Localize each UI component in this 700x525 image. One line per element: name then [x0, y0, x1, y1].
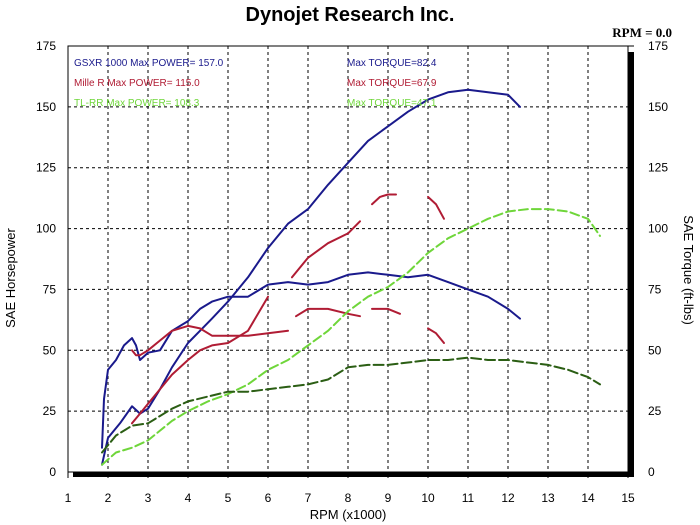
series-mille-power-2: [291, 220, 361, 279]
x-tick-label: 6: [265, 491, 272, 505]
y-tick-label: 50: [43, 343, 57, 357]
y2-axis-title: SAE Torque (ft-lbs): [681, 215, 696, 325]
x-tick-label: 12: [501, 491, 515, 505]
chart-title: Dynojet Research Inc.: [246, 4, 455, 26]
x-tick-label: 10: [421, 491, 435, 505]
series-mille-power: [131, 295, 269, 425]
legend-torque-gsxr: Max TORQUE=82.4: [347, 58, 437, 69]
x-tick-label: 8: [345, 491, 352, 505]
grid: [68, 46, 628, 472]
x-tick-label: 3: [145, 491, 152, 505]
frame-shadow-right: [628, 52, 634, 476]
series-tl-power: [101, 208, 601, 466]
y2-tick-label: 50: [648, 343, 662, 357]
y-axis-title: SAE Horsepower: [3, 227, 18, 327]
series-gsxr-torque: [101, 271, 521, 449]
frame-shadow-bottom: [73, 472, 634, 477]
y2-tick-label: 25: [648, 404, 662, 418]
y-tick-label: 125: [36, 161, 56, 175]
legend-power-tl: TL-RR Max POWER= 108.3: [74, 98, 200, 109]
legend-torque-tl: Max TORQUE=47.1: [347, 98, 437, 109]
y-tick-label: 150: [36, 100, 56, 114]
y-tick-label: 75: [43, 282, 57, 296]
series-mille-torque-4: [427, 327, 445, 344]
series-mille-torque: [131, 324, 289, 357]
x-tick-label: 4: [185, 491, 192, 505]
series-mille-power-3: [371, 193, 397, 206]
y-tick-label: 0: [49, 465, 56, 479]
series-tl-torque: [101, 356, 601, 454]
x-tick-label: 14: [581, 491, 595, 505]
y2-tick-label: 0: [648, 465, 655, 479]
legend: GSXR 1000 Max POWER= 157.0 Max TORQUE=82.…: [74, 58, 437, 109]
y2-tick-label: 75: [648, 282, 662, 296]
series-gsxr-power: [101, 88, 521, 466]
x-tick-label: 5: [225, 491, 232, 505]
series-mille-torque-3: [371, 307, 401, 315]
x-tick-label: 13: [541, 491, 555, 505]
x-tick-label: 2: [105, 491, 112, 505]
y-tick-label: 25: [43, 404, 57, 418]
legend-power-mille: Mille R Max POWER= 115.0: [74, 78, 200, 89]
x-tick-label: 15: [621, 491, 635, 505]
y2-tick-label: 150: [648, 100, 668, 114]
y2-tick-label: 100: [648, 222, 668, 236]
tick-labels: 1 2 3 4 5 6 7 8 9 10 11 12 13 14 150255075100125150175…: [36, 39, 668, 505]
legend-power-gsxr: GSXR 1000 Max POWER= 157.0: [74, 58, 224, 69]
rpm-readout: RPM = 0.0: [612, 25, 672, 40]
series-mille-torque-2: [295, 307, 361, 318]
y-tick-label: 100: [36, 222, 56, 236]
x-axis-title: RPM (x1000): [310, 507, 387, 522]
y2-tick-label: 175: [648, 39, 668, 53]
series-mille-power-4: [427, 195, 445, 220]
y2-tick-label: 125: [648, 161, 668, 175]
x-tick-label: 11: [462, 491, 475, 505]
x-tick-label: 9: [385, 491, 392, 505]
legend-torque-mille: Max TORQUE=67.9: [347, 78, 437, 89]
series-lines: [101, 88, 601, 466]
y-tick-label: 175: [36, 39, 56, 53]
x-tick-label: 1: [65, 491, 72, 505]
x-tick-label: 7: [305, 491, 312, 505]
